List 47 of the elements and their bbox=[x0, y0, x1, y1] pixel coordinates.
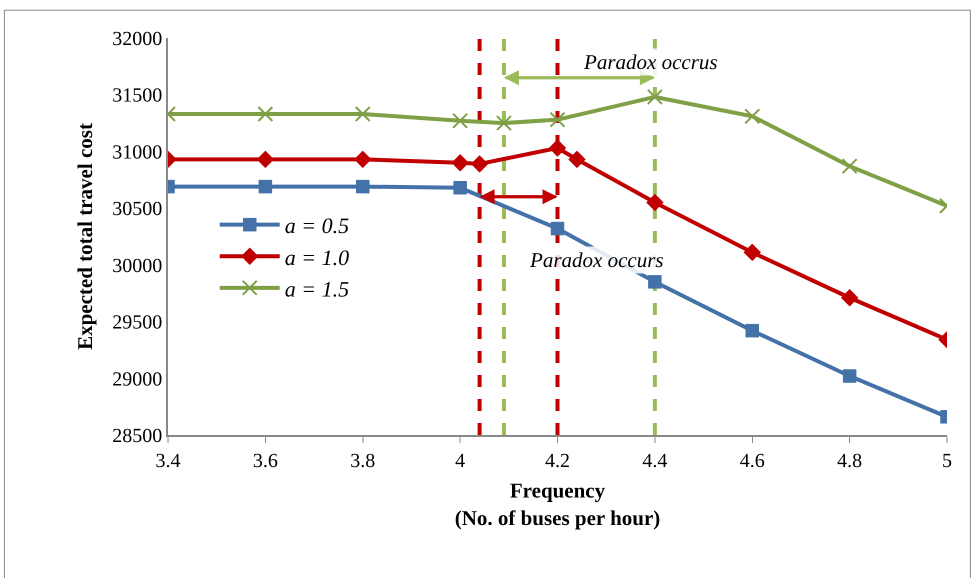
x-tick-label: 4 bbox=[455, 450, 466, 472]
point bbox=[744, 244, 761, 262]
y-tick-label: 29500 bbox=[112, 312, 162, 334]
point bbox=[256, 150, 274, 168]
point bbox=[356, 180, 370, 194]
x-tick-label: 3.8 bbox=[350, 450, 376, 472]
x-tick-label: 4.4 bbox=[642, 450, 668, 472]
y-tick-label: 32000 bbox=[112, 28, 162, 50]
point bbox=[646, 194, 664, 212]
point bbox=[746, 324, 759, 338]
y-tick-label: 29000 bbox=[112, 368, 162, 390]
y-tick-label: 30000 bbox=[112, 254, 162, 277]
x-tick-label: 4.2 bbox=[545, 450, 570, 472]
y-tick-label: 31000 bbox=[112, 141, 162, 164]
x-tick-label: 5 bbox=[942, 450, 952, 472]
annotation: Paradox occurs bbox=[529, 248, 664, 272]
y-tick-label: 28500 bbox=[112, 425, 162, 447]
point bbox=[354, 150, 372, 168]
point bbox=[842, 369, 856, 383]
point bbox=[451, 154, 469, 172]
x-tick-label: 4.8 bbox=[837, 450, 862, 472]
point bbox=[648, 275, 662, 289]
point bbox=[842, 158, 858, 174]
x-tick-label: 3.6 bbox=[252, 450, 278, 472]
point bbox=[646, 88, 663, 105]
legend-label: a = 0.5 bbox=[284, 213, 350, 238]
annotation: Paradox occrus bbox=[583, 50, 718, 74]
x-tick-label: 4.6 bbox=[740, 450, 765, 472]
point bbox=[354, 106, 371, 122]
point bbox=[496, 115, 512, 132]
y-tick-label: 30500 bbox=[112, 198, 162, 220]
point bbox=[453, 180, 467, 194]
point bbox=[744, 108, 760, 124]
point bbox=[257, 106, 274, 122]
legend-label: a = 1.0 bbox=[284, 244, 350, 270]
y-tick-label: 31500 bbox=[112, 84, 162, 107]
legend-label: a = 1.5 bbox=[284, 276, 350, 302]
point bbox=[568, 150, 586, 168]
x-axis-title: Frequency (No. of buses per hour) bbox=[454, 478, 660, 530]
point bbox=[470, 155, 488, 173]
point bbox=[452, 112, 468, 129]
y-axis-title: Expected total travel cost bbox=[72, 123, 97, 350]
x-tick-label: 3.4 bbox=[156, 450, 180, 472]
point bbox=[550, 222, 564, 236]
point bbox=[550, 112, 566, 128]
point bbox=[258, 180, 272, 194]
point bbox=[840, 289, 858, 306]
